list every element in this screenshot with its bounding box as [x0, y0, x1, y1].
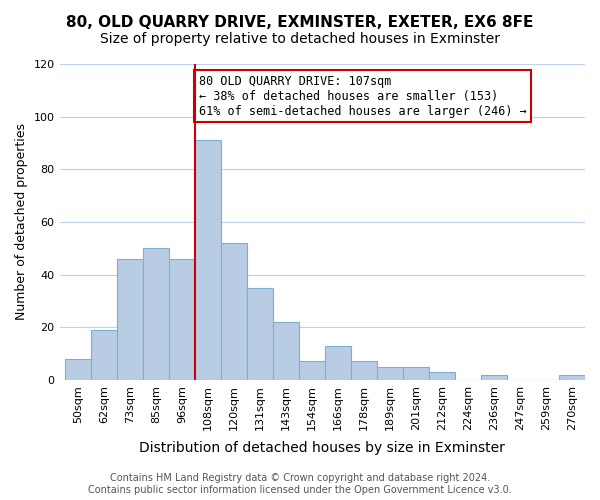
Bar	[377, 366, 403, 380]
Y-axis label: Number of detached properties: Number of detached properties	[15, 124, 28, 320]
Text: Size of property relative to detached houses in Exminster: Size of property relative to detached ho…	[100, 32, 500, 46]
Text: 80 OLD QUARRY DRIVE: 107sqm
← 38% of detached houses are smaller (153)
61% of se: 80 OLD QUARRY DRIVE: 107sqm ← 38% of det…	[199, 74, 526, 118]
Bar	[429, 372, 455, 380]
Bar	[117, 259, 143, 380]
Bar	[195, 140, 221, 380]
Bar	[481, 374, 507, 380]
Bar	[273, 322, 299, 380]
Bar	[299, 362, 325, 380]
Bar	[325, 346, 351, 380]
X-axis label: Distribution of detached houses by size in Exminster: Distribution of detached houses by size …	[139, 441, 505, 455]
Text: 80, OLD QUARRY DRIVE, EXMINSTER, EXETER, EX6 8FE: 80, OLD QUARRY DRIVE, EXMINSTER, EXETER,…	[67, 15, 533, 30]
Bar	[65, 359, 91, 380]
Bar	[143, 248, 169, 380]
Bar	[221, 243, 247, 380]
Text: Contains HM Land Registry data © Crown copyright and database right 2024.
Contai: Contains HM Land Registry data © Crown c…	[88, 474, 512, 495]
Bar	[351, 362, 377, 380]
Bar	[247, 288, 273, 380]
Bar	[403, 366, 429, 380]
Bar	[169, 259, 195, 380]
Bar	[91, 330, 117, 380]
Bar	[559, 374, 585, 380]
